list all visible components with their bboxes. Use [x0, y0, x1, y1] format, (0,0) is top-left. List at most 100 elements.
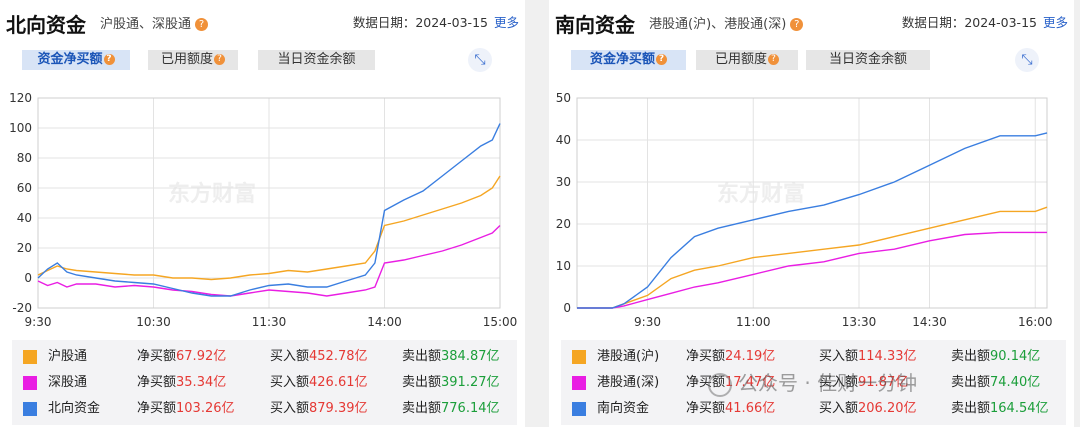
y-tick-label: 30	[556, 175, 571, 189]
y-tick-label: 100	[9, 121, 32, 135]
series-name: 港股通(沪)	[597, 349, 660, 364]
net-buy-cell: 净买额67.92亿	[137, 344, 226, 370]
x-tick-label: 13:30	[842, 315, 877, 329]
x-tick-label: 14:00	[367, 315, 402, 329]
y-tick-label: 40	[17, 211, 32, 225]
net-label: 净买额	[137, 375, 177, 390]
buy-value: 426.61亿	[309, 375, 368, 390]
buy-value: 91.87亿	[858, 375, 909, 390]
y-tick-label: 20	[17, 241, 32, 255]
y-tick-label: 20	[556, 217, 571, 231]
y-tick-label: 60	[17, 181, 32, 195]
tab-net-buy[interactable]: 资金净买额?	[571, 50, 686, 70]
date-info: 数据日期：2024-03-15 更多	[353, 12, 519, 31]
buy-label: 买入额	[819, 349, 859, 364]
buy-value: 452.78亿	[309, 349, 368, 364]
panel-subtitle: 港股通(沪)、港股通(深)?	[649, 13, 804, 32]
sell-label: 卖出额	[402, 375, 442, 390]
buy-cell: 买入额114.33亿	[819, 344, 917, 370]
x-tick-label: 11:00	[736, 315, 771, 329]
help-icon: ?	[214, 54, 225, 65]
sell-cell: 卖出额74.40亿	[951, 370, 1040, 396]
buy-label: 买入额	[270, 349, 310, 364]
help-icon[interactable]: ?	[790, 18, 804, 31]
net-label: 净买额	[137, 401, 177, 416]
net-value: 41.66亿	[725, 401, 776, 416]
series-name: 深股通	[48, 375, 88, 390]
buy-cell: 买入额206.20亿	[819, 396, 917, 422]
tab-label: 已用额度	[714, 52, 767, 67]
legend-row: 南向资金 净买额41.66亿 买入额206.20亿 卖出额164.54亿	[561, 396, 1066, 422]
wechat-watermark: 公众号 · 佳财一分钟	[708, 367, 917, 397]
net-value: 67.92亿	[176, 349, 227, 364]
net-value: 35.34亿	[176, 375, 227, 390]
net-buy-cell: 净买额24.19亿	[686, 344, 775, 370]
x-tick-label: 9:30	[25, 315, 52, 329]
sell-value: 74.40亿	[990, 375, 1041, 390]
sell-value: 391.27亿	[441, 375, 500, 390]
x-tick-label: 15:00	[483, 315, 518, 329]
y-tick-label: 40	[556, 133, 571, 147]
more-link[interactable]: 更多	[1042, 15, 1068, 30]
north-chart: -20 0 20 40 60 80 100 120 9:30 10:30 11:30 14:00 15:…	[9, 91, 518, 329]
y-tick-label: 0	[563, 301, 571, 315]
tab-used-quota[interactable]: 已用额度?	[696, 50, 798, 70]
tab-balance[interactable]: 当日资金余额	[258, 50, 375, 70]
x-tick-label: 11:30	[252, 315, 287, 329]
sell-cell: 卖出额776.14亿	[402, 396, 500, 422]
x-tick-label: 14:30	[912, 315, 947, 329]
net-label: 净买额	[686, 401, 726, 416]
net-value: 24.19亿	[725, 349, 776, 364]
date-info: 数据日期：2024-03-15 更多	[902, 12, 1068, 31]
panel-subtitle: 沪股通、深股通?	[100, 13, 209, 32]
buy-value: 114.33亿	[858, 349, 917, 364]
sell-cell: 卖出额90.14亿	[951, 344, 1040, 370]
series-name: 沪股通	[48, 349, 88, 364]
net-value: 17.47亿	[725, 375, 776, 390]
date-label: 数据日期：2024-03-15	[352, 15, 488, 30]
y-tick-label: -20	[12, 301, 32, 315]
y-tick-label: 120	[9, 91, 32, 105]
south-panel: 南向资金 港股通(沪)、港股通(深)? 数据日期：2024-03-15 更多 资金…	[549, 0, 1074, 427]
tab-net-buy[interactable]: 资金净买额?	[22, 50, 130, 70]
series-line	[37, 175, 501, 281]
watermark: 东方财富	[168, 182, 257, 207]
x-tick-label: 16:00	[1018, 315, 1053, 329]
expand-icon[interactable]: ⤡	[1015, 48, 1039, 72]
watermark: 东方财富	[717, 182, 806, 207]
south-chart: 0 10 20 30 40 50 9:30 11:00 13:30 14:30 16:00	[556, 91, 1053, 329]
color-swatch	[23, 350, 37, 364]
date-label: 数据日期：2024-03-15	[901, 15, 1037, 30]
legend-row: 深股通 净买额35.34亿 买入额426.61亿 卖出额391.27亿	[12, 370, 517, 396]
help-icon: ?	[768, 54, 779, 65]
north-panel: 北向资金 沪股通、深股通? 数据日期：2024-03-15 更多 资金净买额? 已…	[0, 0, 525, 427]
legend-table: 港股通(沪) 净买额24.19亿 买入额114.33亿 卖出额90.14亿 港股…	[561, 340, 1066, 425]
sell-label: 卖出额	[402, 401, 442, 416]
net-value: 103.26亿	[176, 401, 235, 416]
net-label: 净买额	[686, 349, 726, 364]
buy-value: 879.39亿	[309, 401, 368, 416]
color-swatch	[23, 402, 37, 416]
legend-table: 沪股通 净买额67.92亿 买入额452.78亿 卖出额384.87亿 深股通 …	[12, 340, 517, 425]
subtitle-text: 沪股通、深股通	[100, 17, 192, 32]
sell-cell: 卖出额164.54亿	[951, 396, 1049, 422]
tab-used-quota[interactable]: 已用额度?	[148, 50, 238, 70]
color-swatch	[572, 402, 586, 416]
legend-row: 北向资金 净买额103.26亿 买入额879.39亿 卖出额776.14亿	[12, 396, 517, 422]
subtitle-text: 港股通(沪)、港股通(深)	[649, 17, 787, 32]
tab-balance[interactable]: 当日资金余额	[806, 50, 930, 70]
sell-value: 384.87亿	[441, 349, 500, 364]
expand-icon[interactable]: ⤡	[468, 48, 492, 72]
buy-cell: 买入额426.61亿	[270, 370, 368, 396]
tab-label: 当日资金余额	[828, 52, 907, 67]
watermark-text: 公众号 · 佳财一分钟	[738, 371, 918, 395]
more-link[interactable]: 更多	[493, 15, 519, 30]
series-name: 港股通(深)	[597, 375, 660, 390]
plot-frame	[37, 97, 501, 309]
y-tick-label: 50	[556, 91, 571, 105]
help-icon[interactable]: ?	[195, 18, 209, 31]
color-swatch	[572, 350, 586, 364]
x-tick-label: 10:30	[136, 315, 171, 329]
buy-label: 买入额	[270, 375, 310, 390]
tab-label: 当日资金余额	[277, 52, 356, 67]
